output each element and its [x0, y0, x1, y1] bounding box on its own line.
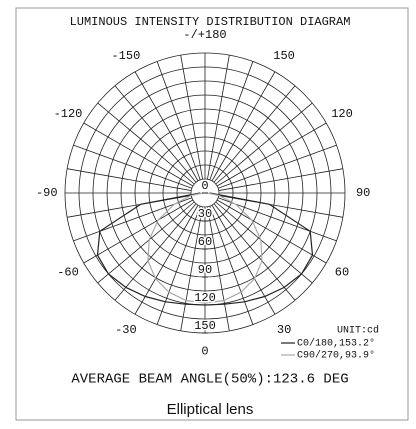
spoke: [218, 168, 343, 191]
annotation: AVERAGE BEAM ANGLE(50%):123.6 DEG: [71, 372, 348, 388]
spoke: [218, 197, 337, 242]
spoke: [134, 71, 199, 182]
spoke: [180, 206, 203, 331]
spoke: [213, 203, 296, 301]
theta-tick-label: 0: [201, 344, 208, 358]
spoke: [83, 122, 194, 187]
spoke: [73, 144, 192, 189]
legend-label: C0/180,153.2°: [297, 338, 375, 350]
theta-tick-label: 120: [331, 107, 353, 121]
spoke: [216, 122, 327, 187]
spoke: [156, 61, 201, 180]
r-tick-label: 60: [198, 235, 212, 249]
r-tick-label: 30: [198, 207, 212, 221]
series-line: [147, 192, 263, 304]
spoke: [211, 71, 276, 182]
spoke: [209, 61, 254, 180]
spoke: [207, 206, 230, 331]
theta-tick-label: 90: [356, 186, 370, 200]
theta-tick-label: -90: [36, 186, 58, 200]
theta-tick-label: 60: [335, 265, 349, 279]
theta-tick-label: -150: [111, 49, 140, 63]
spoke: [73, 197, 192, 242]
spoke: [215, 201, 313, 284]
spoke: [156, 206, 201, 325]
spoke: [213, 85, 296, 183]
r-tick-label: 0: [201, 179, 208, 193]
spoke: [218, 144, 337, 189]
spoke: [180, 55, 203, 180]
spoke: [97, 102, 195, 185]
chart-title: LUMINOUS INTENSITY DISTRIBUTION DIAGRAM: [70, 15, 351, 29]
r-tick-label: 150: [194, 319, 216, 333]
spoke: [114, 203, 197, 301]
theta-tick-label: -60: [57, 265, 79, 279]
theta-tick-label: -30: [115, 323, 137, 337]
spoke: [209, 206, 254, 325]
frame: [15, 7, 409, 421]
r-tick-label: 90: [198, 263, 212, 277]
spoke: [67, 168, 192, 191]
r-tick-label: 120: [194, 291, 216, 305]
theta-tick-label: -/+180: [183, 28, 226, 42]
legend-label: C90/270,93.9°: [297, 350, 375, 362]
theta-tick-label: 30: [277, 323, 291, 337]
spoke: [216, 199, 327, 264]
unit-label: UNIT:cd: [337, 325, 379, 337]
spoke: [207, 55, 230, 180]
spoke: [97, 201, 195, 284]
theta-tick-label: 150: [273, 49, 295, 63]
caption: Elliptical lens: [167, 401, 254, 418]
spoke: [83, 199, 194, 264]
spoke: [114, 85, 197, 183]
spoke: [215, 102, 313, 185]
theta-tick-label: -120: [54, 107, 83, 121]
